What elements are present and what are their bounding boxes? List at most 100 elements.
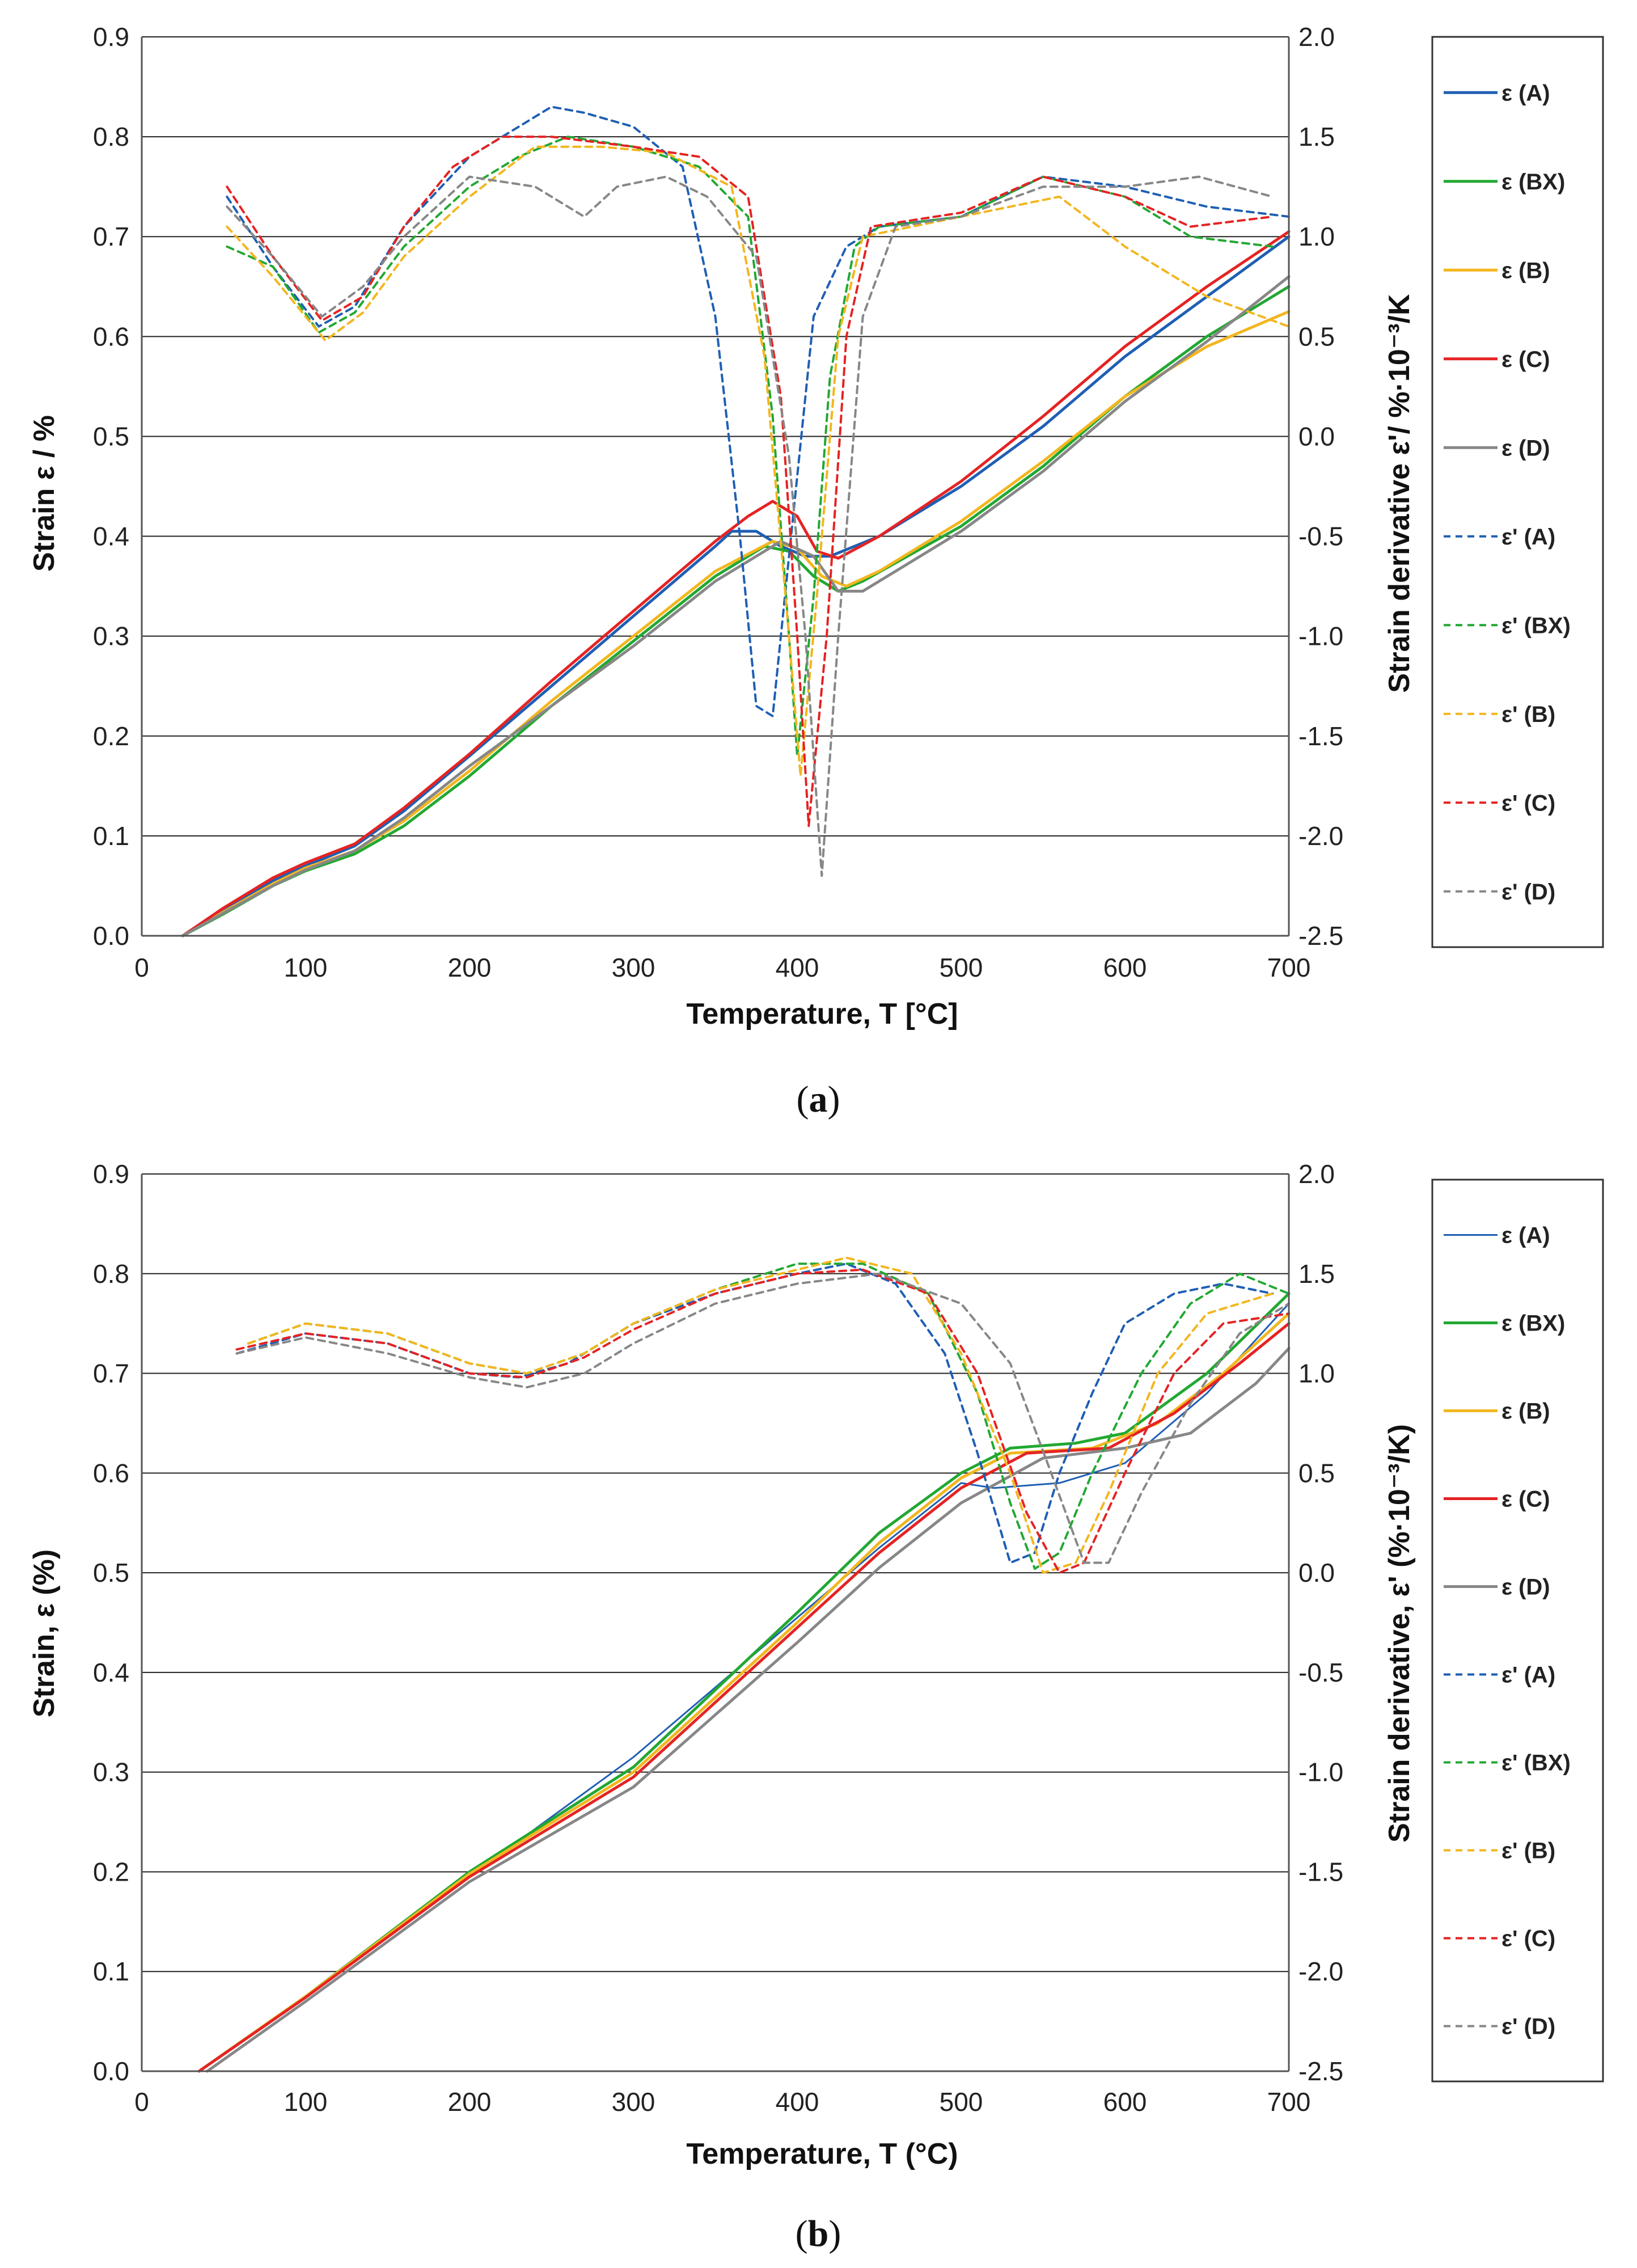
series-line-d-derivative — [235, 1272, 1290, 1564]
legend-label: ε (C) — [1501, 347, 1550, 372]
series-group — [197, 1256, 1291, 2073]
y-tick-label: 0.2 — [93, 1857, 129, 1886]
y-tick-label: 0.4 — [93, 522, 129, 551]
y-axis-title: Strain, ε (%) — [28, 1549, 61, 1717]
series-group — [181, 105, 1291, 937]
y2-tick-label: -0.5 — [1298, 522, 1343, 551]
x-tick-label: 400 — [776, 2087, 819, 2117]
series-line-c-derivative — [235, 1268, 1290, 1574]
legend-label: ε (B) — [1501, 1399, 1550, 1424]
legend-label: ε (D) — [1501, 1575, 1550, 1600]
y2-tick-label: 2.0 — [1298, 1159, 1335, 1189]
y2-tick-label: -0.5 — [1298, 1658, 1343, 1687]
y-tick-label: 0.7 — [93, 1359, 129, 1388]
series-line-bx-derivative — [226, 136, 1274, 757]
y2-tick-label: 0.5 — [1298, 1458, 1335, 1488]
legend-label: ε' (BX) — [1501, 1751, 1571, 1776]
x-axis-title: Temperature, T (°C) — [686, 2138, 958, 2170]
series-line-d-derivative — [226, 175, 1274, 877]
x-tick-label: 300 — [612, 953, 655, 982]
axes-frame — [141, 1174, 1290, 2072]
legend-label: ε' (A) — [1501, 1663, 1555, 1688]
y2-tick-label: 1.0 — [1298, 1359, 1335, 1388]
series-line-c-strain — [181, 230, 1291, 937]
y2-tick-label: 1.5 — [1298, 1259, 1335, 1289]
series-line-a-strain — [181, 235, 1291, 937]
y2-tick-label: 1.0 — [1298, 222, 1335, 251]
series-line-b-derivative — [226, 145, 1290, 778]
x-tick-label: 700 — [1267, 2087, 1311, 2117]
x-tick-labels: 0 100 200 300 400 500 600 700 — [134, 953, 1310, 982]
x-tick-label: 200 — [448, 2087, 492, 2117]
y2-tick-label: 2.0 — [1298, 22, 1335, 52]
legend-box — [1431, 1179, 1604, 2083]
y-tick-label: 0.5 — [93, 1558, 129, 1587]
y-tick-label: 0.0 — [93, 921, 129, 951]
y-tick-labels: 0.0 0.1 0.2 0.3 0.4 0.5 0.6 0.7 0.8 0.9 — [93, 1159, 129, 2086]
legend-label: ε' (B) — [1501, 702, 1555, 727]
y-tick-label: 0.4 — [93, 1658, 129, 1687]
legend-label: ε (BX) — [1501, 1311, 1565, 1336]
x-tick-label: 500 — [940, 2087, 983, 2117]
x-tick-labels: 0 100 200 300 400 500 600 700 — [134, 2087, 1310, 2117]
y-tick-label: 0.6 — [93, 322, 129, 351]
y-tick-label: 0.8 — [93, 1259, 129, 1289]
y2-tick-label: -2.0 — [1298, 821, 1343, 851]
y-tick-label: 0.9 — [93, 22, 129, 52]
gridlines — [142, 36, 1289, 837]
y-tick-label: 0.9 — [93, 1159, 129, 1189]
legend-label: ε (B) — [1501, 258, 1550, 283]
y-tick-label: 0.0 — [93, 2056, 129, 2086]
x-tick-label: 300 — [612, 2087, 655, 2117]
legend-label: ε' (B) — [1501, 1839, 1555, 1864]
y2-tick-labels: -2.5 -2.0 -1.5 -1.0 -0.5 0.0 0.5 1.0 1.5 2.0 — [1298, 22, 1343, 951]
y-axis-title: Strain ε / % — [28, 415, 61, 572]
x-tick-label: 600 — [1103, 953, 1147, 982]
y-tick-label: 0.3 — [93, 622, 129, 651]
y2-tick-label: -1.0 — [1298, 622, 1343, 651]
y2-tick-label: 0.0 — [1298, 1558, 1335, 1587]
chart-panel-a: 0 100 200 300 400 500 600 700 0.00.10.20.30.40.… — [28, 22, 1604, 1120]
x-tick-label: 0 — [134, 953, 149, 982]
legend-label: ε (BX) — [1501, 170, 1565, 195]
legend-label: ε' (A) — [1501, 525, 1555, 550]
y2-axis-title: Strain derivative ε'/ %·10⁻³/K — [1383, 294, 1416, 693]
series-line-c-strain — [197, 1322, 1291, 2073]
x-tick-label: 100 — [284, 953, 328, 982]
y-tick-label: 0.6 — [93, 1458, 129, 1488]
y2-tick-label: -2.5 — [1298, 921, 1343, 951]
axes-frame — [141, 37, 1290, 937]
legend-label: ε' (C) — [1501, 1927, 1555, 1952]
y-tick-label: 0.8 — [93, 122, 129, 151]
y-tick-label: 0.7 — [93, 222, 129, 251]
legend-label: ε (A) — [1501, 1223, 1550, 1248]
y-tick-labels: 0.0 0.1 0.2 0.3 0.4 0.5 0.6 0.7 0.8 0.9 — [93, 22, 129, 951]
series-line-bx-derivative — [247, 1262, 1290, 1570]
series-line-bx-strain — [181, 285, 1291, 937]
legend-label: ε' (D) — [1501, 880, 1555, 905]
x-tick-label: 200 — [448, 953, 492, 982]
y2-axis-title: Strain derivative, ε' (%·10⁻³/K) — [1383, 1424, 1416, 1843]
x-axis-title: Temperature, T [°C] — [686, 998, 958, 1030]
legend-label: ε (D) — [1501, 436, 1550, 461]
y-tick-label: 0.1 — [93, 821, 129, 851]
legend-label: ε (C) — [1501, 1487, 1550, 1512]
x-tick-label: 0 — [134, 2087, 149, 2117]
x-tick-label: 100 — [284, 2087, 328, 2117]
y-tick-label: 0.5 — [93, 421, 129, 451]
gridlines — [142, 1173, 1289, 1973]
x-tick-label: 400 — [776, 953, 819, 982]
series-line-b-strain — [181, 310, 1291, 937]
y2-tick-label: 0.0 — [1298, 421, 1335, 451]
series-line-b-derivative — [247, 1256, 1274, 1574]
legend: ε (A) ε (BX) ε (B) ε (C) ε (D) ε' (A) ε' (BX) ε… — [1431, 36, 1604, 948]
series-line-d-strain — [181, 275, 1291, 937]
y2-tick-label: -1.5 — [1298, 1857, 1343, 1886]
series-line-d-strain — [206, 1347, 1291, 2073]
y2-tick-labels: -2.5 -2.0 -1.5 -1.0 -0.5 0.0 0.5 1.0 1.5 2.0 — [1298, 1159, 1343, 2086]
chart-panel-b: 0 100 200 300 400 500 600 700 0.00.10.20.30.40.… — [28, 1159, 1604, 2254]
y2-tick-label: 0.5 — [1298, 322, 1335, 351]
panel-caption-a: (a) — [797, 1079, 840, 1120]
y2-tick-label: -1.0 — [1298, 1758, 1343, 1787]
y2-tick-label: -2.0 — [1298, 1957, 1343, 1986]
